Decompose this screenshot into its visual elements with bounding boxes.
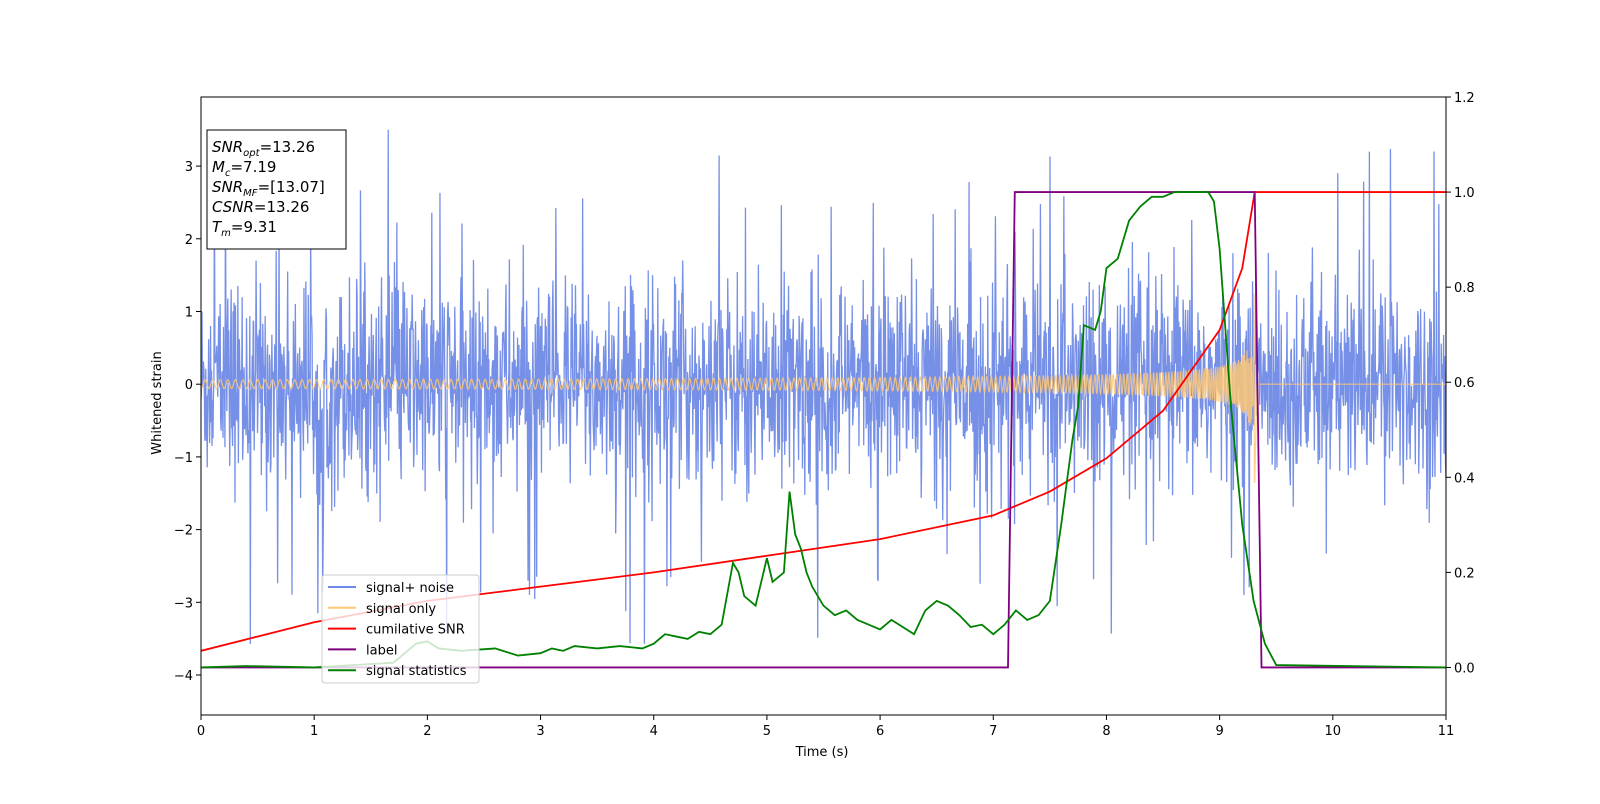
y-left-tick-label: 0 (185, 378, 193, 393)
info-line: Mc=7.19 (212, 158, 276, 179)
plot-frame (200, 96, 1447, 716)
x-tick-label: 11 (1438, 724, 1455, 739)
info-line: SNRopt=13.26 (212, 138, 315, 159)
legend-entry: cumilative SNR (366, 623, 465, 638)
y-right-tick-label: 1.2 (1454, 91, 1475, 106)
x-tick-label: 4 (650, 724, 658, 739)
legend-frame (321, 574, 480, 684)
y-left-tick-label: −3 (174, 596, 193, 611)
y-right-tick-label: 0.4 (1454, 471, 1475, 486)
info-line: CSNR=13.26 (212, 198, 309, 216)
x-tick-label: 5 (763, 724, 771, 739)
y-right-tick-label: 1.0 (1454, 186, 1475, 201)
x-tick-label: 9 (1215, 724, 1223, 739)
x-tick-label: 10 (1325, 724, 1342, 739)
x-tick-label: 1 (310, 724, 318, 739)
y-left-tick-label: 2 (185, 233, 193, 248)
y-right-tick-label: 0.2 (1454, 566, 1475, 581)
x-tick-label: 8 (1102, 724, 1110, 739)
legend-entry: signal only (366, 602, 436, 617)
legend-entry: label (366, 643, 397, 658)
x-tick-label: 0 (197, 724, 205, 739)
x-tick-label: 7 (989, 724, 997, 739)
y-right-tick-label: 0.6 (1454, 376, 1475, 391)
info-line: Tm=9.31 (212, 218, 277, 239)
series-label (201, 191, 1446, 669)
y-right-tick-label: 0.0 (1454, 661, 1475, 676)
x-tick-label: 3 (536, 724, 544, 739)
info-box-frame (206, 129, 347, 250)
info-box: SNRopt=13.26Mc=7.19SNRMF=[13.07]CSNR=13.… (206, 129, 347, 250)
y-left-tick-label: −2 (174, 524, 193, 539)
y-left-tick-label: 1 (185, 305, 193, 320)
x-tick-label: 2 (423, 724, 431, 739)
info-line: SNRMF=[13.07] (212, 178, 325, 199)
series-signal-statistics (201, 191, 1446, 669)
legend-entry: signal+ noise (366, 581, 454, 596)
y-left-tick-label: 3 (185, 160, 193, 175)
y-right-tick-label: 0.8 (1454, 281, 1475, 296)
x-tick-label: 6 (876, 724, 884, 739)
legend: signal+ noise signal only cumilative SNR la… (321, 574, 480, 684)
y-left-tick-label: −1 (174, 451, 193, 466)
legend-entry: signal statistics (366, 664, 467, 679)
axes-layer: 0 1 2 3 4 5 6 7 8 9 10 11 −4 −3 −2 −1 0 1 2 3 0.0 0.2 0.4 0.6 0.… (174, 91, 1475, 739)
y-left-tick-label: −4 (174, 669, 193, 684)
y-axis-label: Whitened strain (150, 351, 165, 454)
x-axis-label: Time (s) (795, 745, 849, 760)
